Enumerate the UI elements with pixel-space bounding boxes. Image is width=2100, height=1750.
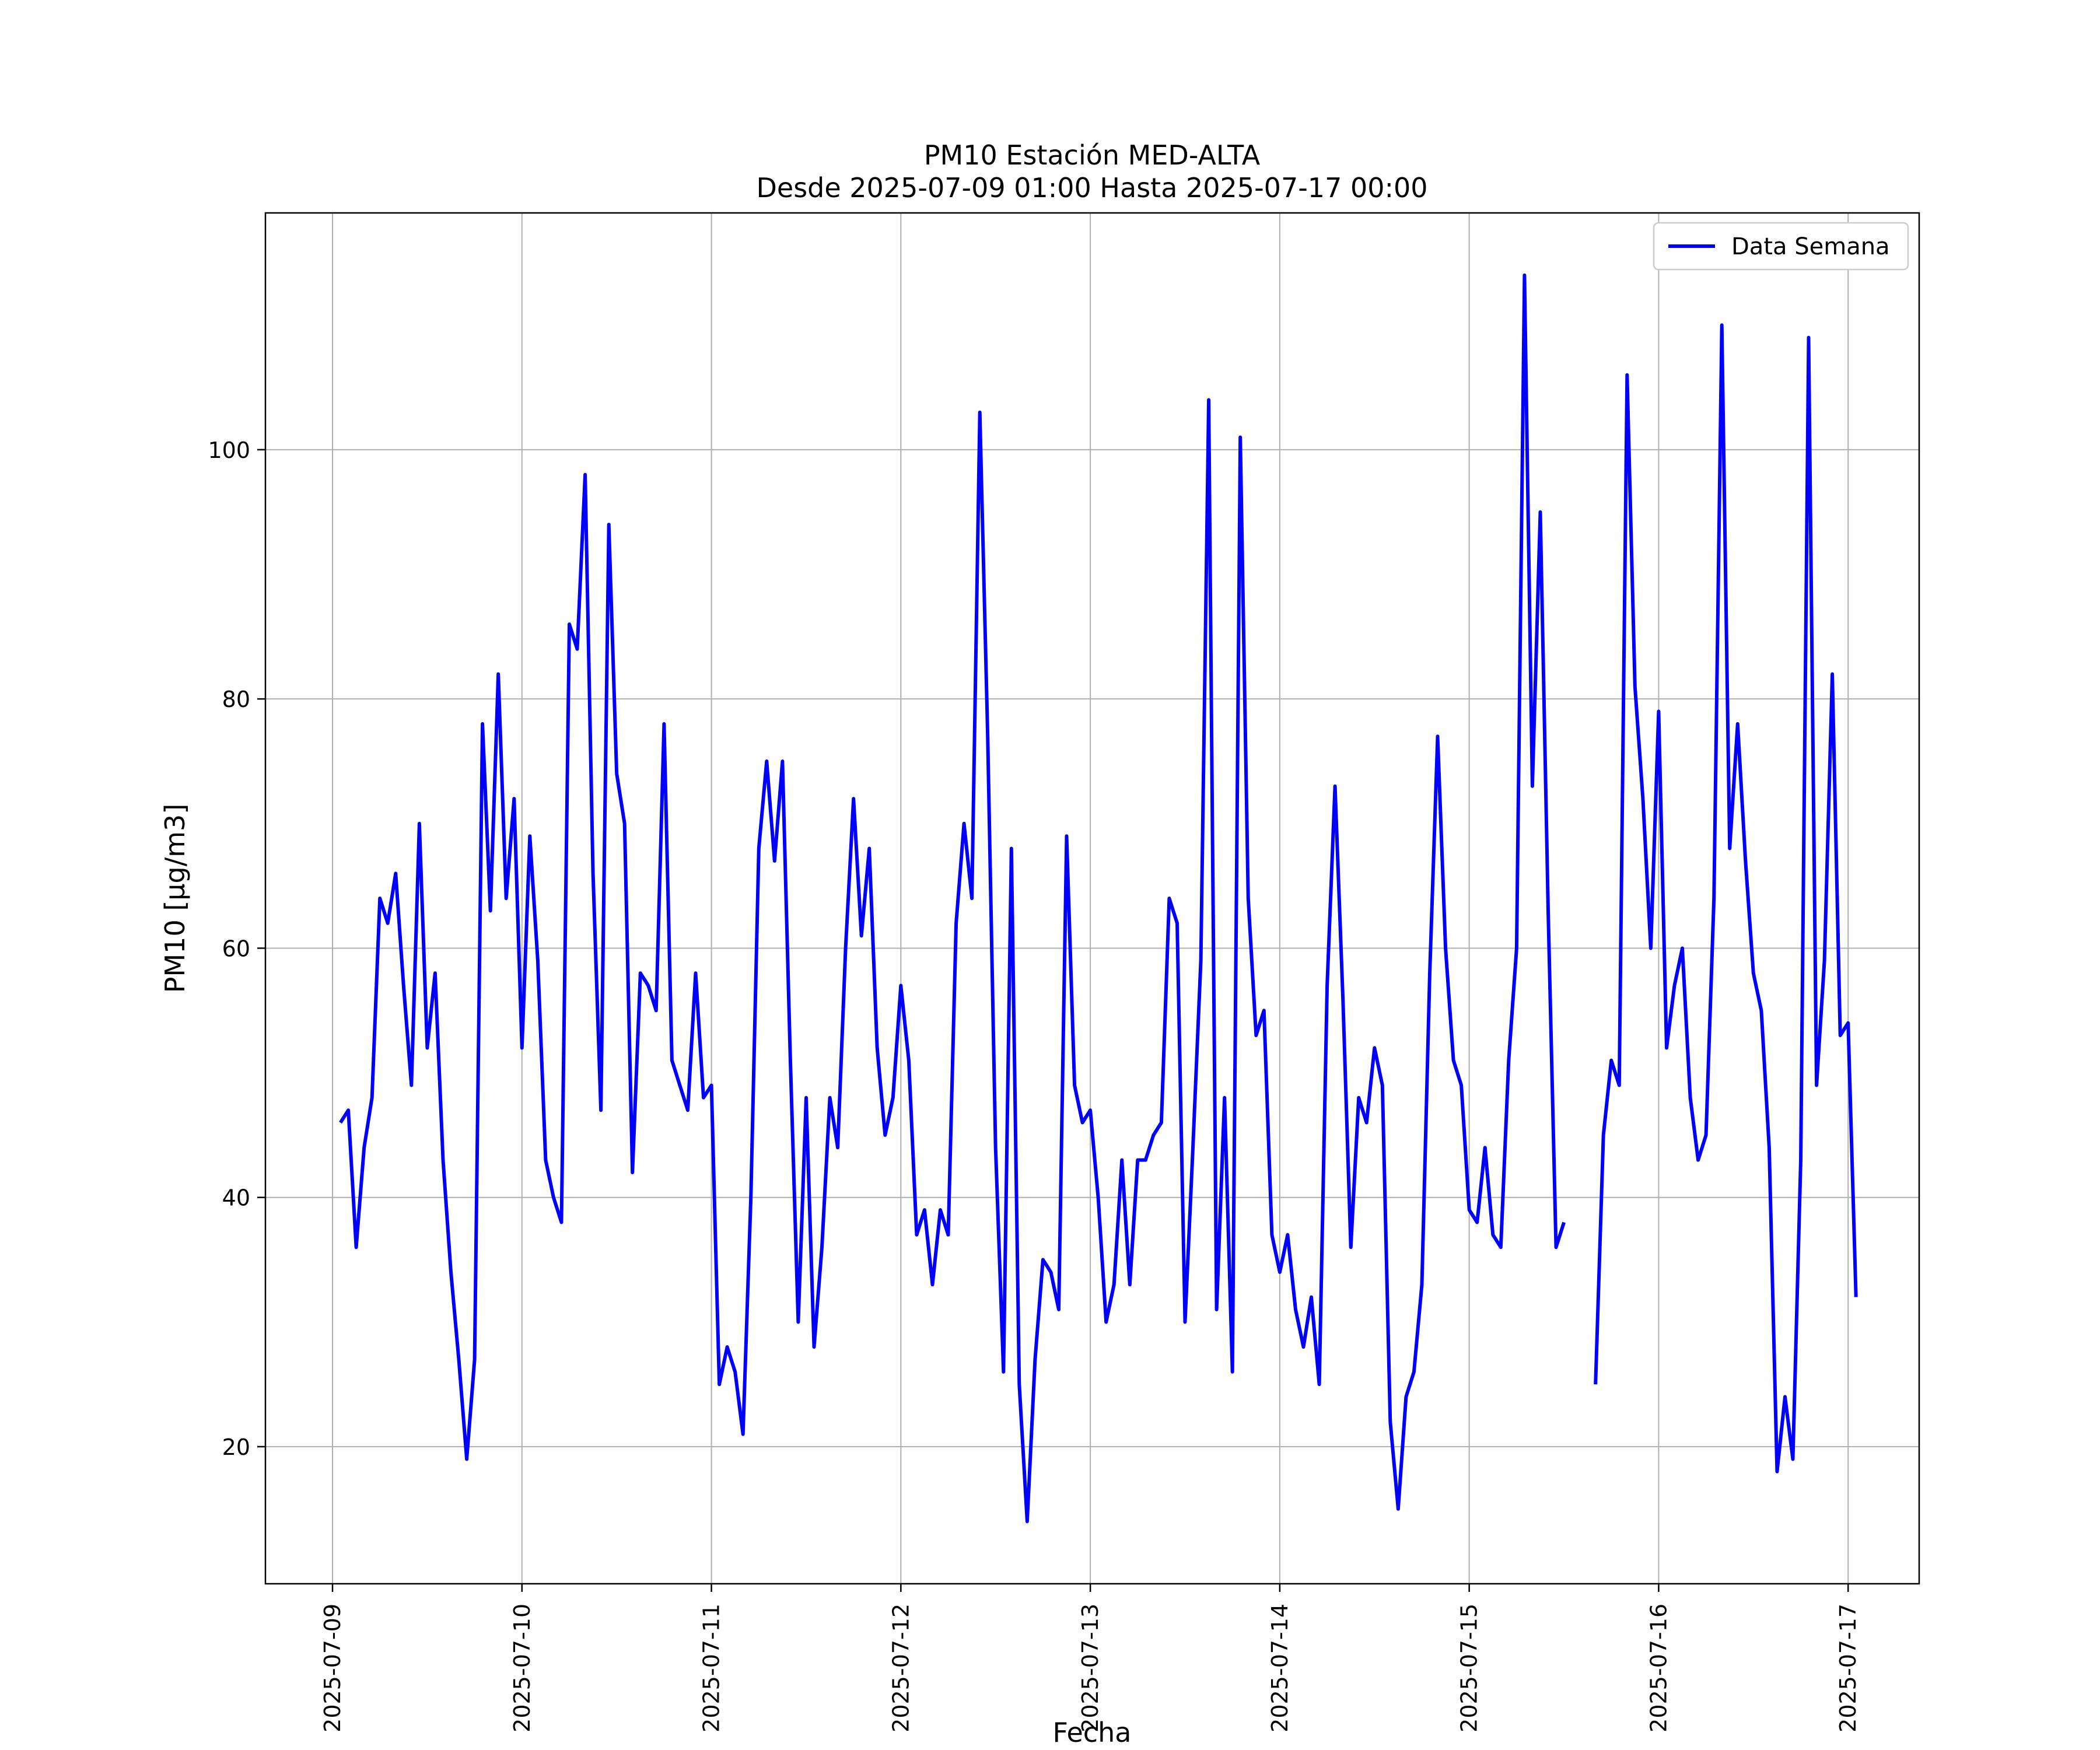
series-line-data-semana [1594, 323, 1858, 1474]
y-tick-label: 20 [222, 1434, 250, 1460]
x-tick-label: 2025-07-10 [509, 1604, 535, 1732]
y-tick-label: 40 [222, 1185, 250, 1211]
x-tick-label: 2025-07-11 [699, 1604, 724, 1732]
series-layer [339, 273, 1858, 1524]
legend: Data Semana [1653, 222, 1909, 271]
x-axis-ticks: 2025-07-09 2025-07-10 2025-07-11 2025-07-12… [320, 1584, 1861, 1732]
x-tick-label: 2025-07-09 [320, 1604, 345, 1732]
y-tick-label: 100 [208, 438, 250, 463]
x-axis-label: Fecha [1053, 1717, 1132, 1748]
plot-frame [264, 212, 1920, 1585]
y-tick-label: 80 [222, 687, 250, 712]
legend-box [1653, 222, 1909, 271]
chart-title: PM10 Estación MED-ALTA [924, 139, 1261, 171]
series-line-data-semana [339, 273, 1566, 1524]
y-tick-label: 60 [222, 936, 250, 961]
y-axis-label: PM10 [μg/m3] [159, 804, 191, 993]
x-tick-label: 2025-07-16 [1646, 1604, 1671, 1732]
x-tick-label: 2025-07-12 [888, 1604, 914, 1732]
y-axis-ticks: 20 40 60 80 100 [208, 438, 265, 1460]
x-tick-label: 2025-07-17 [1835, 1604, 1861, 1732]
chart-subtitle: Desde 2025-07-09 01:00 Hasta 2025-07-17 … [756, 172, 1427, 204]
x-tick-label: 2025-07-13 [1077, 1604, 1103, 1732]
x-tick-label: 2025-07-15 [1457, 1604, 1482, 1732]
grid [265, 213, 1919, 1584]
legend-label: Data Semana [1731, 233, 1890, 260]
x-tick-label: 2025-07-14 [1267, 1604, 1293, 1732]
